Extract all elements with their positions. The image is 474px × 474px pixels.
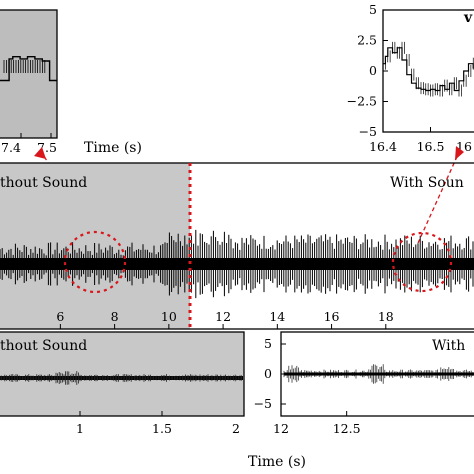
bottom-right-ytick-label: 0: [264, 366, 272, 381]
bottom-left-plot-area: [0, 331, 245, 417]
inset-top-right-xtick-label: 16.5: [417, 139, 445, 154]
inset-top-left-xtick-label: 7.4: [1, 140, 21, 155]
bottom-left-signal: [0, 371, 243, 385]
inset-top-right-ytick-label: −2.5: [347, 94, 377, 109]
main-xtick-label: 14: [269, 309, 285, 324]
inset-top-right-plot-area: [382, 9, 474, 133]
inset-top-right-ytick-label: 2.5: [357, 33, 377, 48]
highlight-circle-right: [391, 231, 453, 293]
bottom-right-ytick-label: −5: [254, 396, 272, 411]
main-xtick-label: 10: [161, 309, 177, 324]
bottom-right-title: With: [432, 338, 465, 354]
callout-arrow-right: [417, 149, 461, 244]
bottom-right-signal: [283, 364, 474, 384]
bottom-right-ytick-label: 5: [264, 336, 272, 351]
bottom-left-xtick-label: 1: [76, 421, 84, 436]
bottom-right-signal-band: [284, 372, 474, 376]
bottom-left-xtick-label: 1.5: [152, 421, 172, 436]
main-signal: [0, 229, 474, 299]
inset-top-right-marker: v: [463, 10, 473, 26]
main-xtick-label: 6: [56, 309, 64, 324]
main-panel: thout Sound With Soun 6 8 10 12 14 16 18: [0, 162, 474, 330]
inset-top-left-xlabel: Time (s): [84, 140, 142, 156]
inset-top-right-ytick-label: 0: [369, 63, 377, 78]
inset-top-left: 7.4 7.5 Time (s): [0, 9, 142, 156]
main-label-with-sound: With Soun: [390, 175, 464, 191]
main-plot-frame: [0, 162, 474, 330]
bottom-left-title: thout Sound: [0, 338, 87, 354]
bottom-right-xtick-label: 12: [273, 421, 289, 436]
callout-arrowhead-right: [455, 146, 464, 160]
inset-top-right-ytick-label: −5: [359, 124, 377, 139]
bottom-right-xtick-label: 12.5: [333, 421, 361, 436]
highlight-circle-left: [63, 230, 127, 294]
main-label-without-sound: thout Sound: [0, 175, 87, 191]
figure-xlabel: Time (s): [248, 454, 306, 470]
inset-top-right: 52.50−2.5−5 16.4 16.5 16 v: [347, 2, 474, 154]
bottom-left-xtick-label: 2: [232, 421, 240, 436]
main-xtick-label: 8: [111, 309, 119, 324]
main-xtick-label: 18: [378, 309, 394, 324]
main-xtick-label: 12: [215, 309, 231, 324]
main-xtick-label: 16: [324, 309, 340, 324]
inset-top-right-ytick-label: 5: [369, 2, 377, 17]
inset-top-right-xtick-label: 16.4: [369, 139, 397, 154]
callout-arrowhead-left: [34, 147, 46, 159]
bottom-left-panel: thout Sound 1 1.5 2: [0, 331, 245, 436]
bottom-right-panel: With 5 0 −5 12 12.5: [254, 331, 474, 436]
